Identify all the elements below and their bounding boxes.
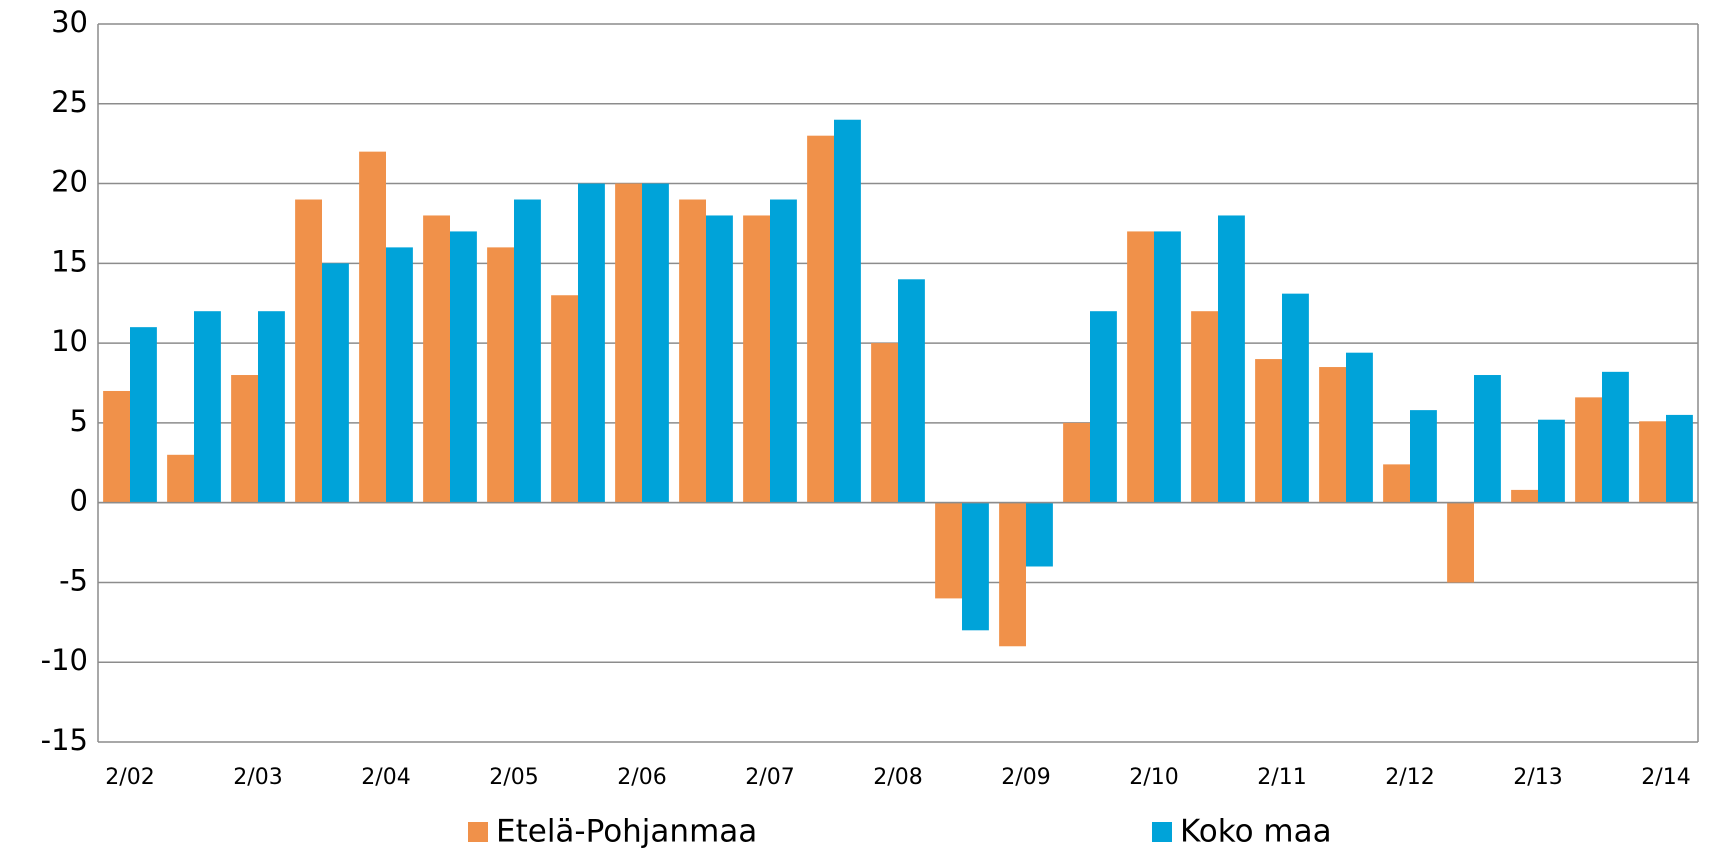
bar [423, 215, 450, 503]
bar [962, 502, 989, 631]
x-tick-label: 2/14 [1641, 765, 1690, 790]
y-tick-label: 20 [51, 165, 88, 199]
legend-swatch [468, 822, 488, 842]
bar [1346, 352, 1373, 503]
bar [1154, 231, 1181, 503]
legend-label: Etelä-Pohjanmaa [496, 814, 757, 850]
x-tick-label: 2/04 [361, 765, 410, 790]
x-tick-label: 2/12 [1385, 765, 1434, 790]
bar [551, 295, 578, 503]
bar [1063, 422, 1090, 503]
bar [1666, 414, 1693, 503]
x-tick-label: 2/07 [745, 765, 794, 790]
y-tick-label: 5 [70, 404, 88, 438]
bar [1026, 502, 1053, 567]
bar [1383, 464, 1410, 503]
bar [231, 375, 258, 503]
y-tick-label: 25 [51, 85, 88, 119]
x-tick-label: 2/05 [489, 765, 538, 790]
bar [807, 135, 834, 503]
bar [487, 247, 514, 503]
y-tick-label: 30 [51, 5, 88, 39]
legend-swatch [1152, 822, 1172, 842]
bar [770, 199, 797, 503]
bar [103, 390, 130, 503]
x-tick-label: 2/02 [105, 765, 154, 790]
x-tick-label: 2/13 [1513, 765, 1562, 790]
x-tick-label: 2/03 [233, 765, 282, 790]
y-tick-label: 10 [51, 324, 88, 358]
bar [642, 183, 669, 503]
bar [194, 311, 221, 503]
bar [999, 502, 1026, 647]
bar [1474, 375, 1501, 503]
bar [295, 199, 322, 503]
bar [1191, 311, 1218, 503]
bar [322, 263, 349, 503]
bar [834, 119, 861, 503]
bar [898, 279, 925, 503]
bar [130, 327, 157, 503]
bar [1575, 397, 1602, 503]
y-tick-label: 0 [70, 484, 88, 518]
y-tick-label: 15 [51, 244, 88, 278]
bar [1090, 311, 1117, 503]
bar [514, 199, 541, 503]
bar [935, 502, 962, 599]
x-tick-label: 2/11 [1257, 765, 1306, 790]
x-tick-label: 2/08 [873, 765, 922, 790]
bar [615, 183, 642, 503]
bar [1538, 419, 1565, 503]
bar [1282, 293, 1309, 503]
bar [1447, 502, 1474, 583]
bar [706, 215, 733, 503]
bar [258, 311, 285, 503]
bar [871, 343, 898, 503]
bar [1639, 421, 1666, 503]
y-tick-label: -5 [59, 563, 88, 597]
bar [578, 183, 605, 503]
bar [1410, 410, 1437, 503]
bar [1218, 215, 1245, 503]
x-tick-label: 2/09 [1001, 765, 1050, 790]
bar [1127, 231, 1154, 503]
legend-label: Koko maa [1180, 814, 1332, 850]
bar [1602, 371, 1629, 503]
y-tick-label: -15 [41, 723, 88, 757]
bar [1319, 367, 1346, 503]
x-tick-label: 2/06 [617, 765, 666, 790]
y-tick-label: -10 [41, 643, 88, 677]
bar [450, 231, 477, 503]
bar [359, 151, 386, 503]
bar [167, 454, 194, 503]
bar [1255, 359, 1282, 503]
bar [1511, 489, 1538, 503]
bar [386, 247, 413, 503]
bar [743, 215, 770, 503]
x-tick-label: 2/10 [1129, 765, 1178, 790]
bar [679, 199, 706, 503]
